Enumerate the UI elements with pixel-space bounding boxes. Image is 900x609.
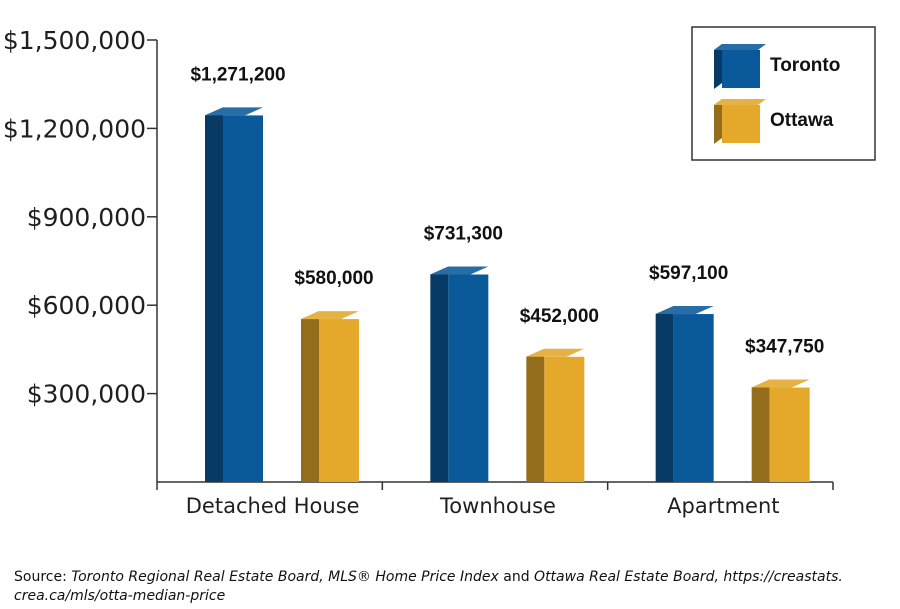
value-label: $452,000 — [520, 306, 599, 327]
y-tick-label: $600,000 — [27, 291, 146, 320]
bar-ottawa-0 — [301, 311, 359, 482]
bar-front-face — [769, 387, 810, 482]
source-part2: Ottawa Real Estate Board, https://creast… — [534, 569, 843, 585]
swatch-front — [722, 50, 760, 88]
bar-front-face — [544, 356, 585, 482]
bar-top-face — [751, 379, 810, 388]
x-category-label: Detached House — [186, 494, 360, 518]
legend-swatch-ottawa — [714, 99, 766, 144]
bar-front-face — [223, 115, 263, 482]
swatch-side — [714, 44, 722, 89]
bar-top-face — [526, 348, 585, 357]
value-labels: $1,271,200 $580,000 $731,300 $452,000 $597,1… — [190, 64, 824, 357]
value-label: $347,750 — [745, 337, 824, 358]
source-prefix: Source: — [14, 569, 72, 585]
bar-front-face — [448, 274, 489, 482]
swatch-side — [714, 99, 722, 144]
value-label: $731,300 — [424, 224, 503, 245]
bar-side-face — [301, 311, 319, 482]
bar-top-face — [655, 306, 714, 315]
swatch-top — [714, 44, 766, 50]
bars — [205, 107, 810, 482]
x-category-label: Townhouse — [439, 494, 556, 518]
bar-toronto-1 — [430, 266, 489, 482]
swatch-top — [714, 99, 766, 105]
bar-top-face — [301, 311, 359, 320]
bar-top-face — [205, 107, 263, 116]
bar-toronto-0 — [205, 107, 263, 482]
bar-side-face — [751, 379, 770, 482]
legend-label: Ottawa — [770, 110, 834, 131]
y-tick-label: $1,200,000 — [3, 114, 146, 143]
y-tick-label: $300,000 — [27, 380, 146, 409]
bar-ottawa-2 — [751, 379, 810, 482]
bar-side-face — [205, 107, 223, 482]
value-label: $580,000 — [294, 268, 373, 289]
source-part3: crea.ca/mls/otta-median-price — [14, 588, 226, 604]
source-part1: Toronto Regional Real Estate Board, MLS®… — [71, 569, 499, 585]
y-tick-label: $1,500,000 — [3, 26, 146, 55]
bar-side-face — [655, 306, 674, 482]
legend: Toronto Ottawa — [691, 26, 876, 161]
source-note: Source: Toronto Regional Real Estate Boa… — [14, 568, 886, 606]
y-tick-label: $900,000 — [27, 203, 146, 232]
bar-chart: $300,000 $600,000 $900,000 $1,200,000 $1,500… — [3, 26, 876, 518]
bar-side-face — [526, 348, 545, 482]
x-category-label: Apartment — [667, 494, 779, 518]
legend-swatch-toronto — [714, 44, 766, 89]
bar-top-face — [430, 266, 489, 275]
legend-label: Toronto — [770, 55, 840, 76]
bar-side-face — [430, 266, 449, 482]
bar-ottawa-1 — [526, 348, 585, 482]
bar-front-face — [673, 314, 714, 482]
swatch-front — [722, 105, 760, 143]
value-label: $597,100 — [649, 263, 728, 284]
bar-front-face — [319, 319, 359, 482]
bar-toronto-2 — [655, 306, 714, 482]
value-label: $1,271,200 — [190, 64, 285, 85]
axes: $300,000 $600,000 $900,000 $1,200,000 $1,500… — [3, 26, 834, 518]
source-joiner: and — [498, 569, 535, 585]
